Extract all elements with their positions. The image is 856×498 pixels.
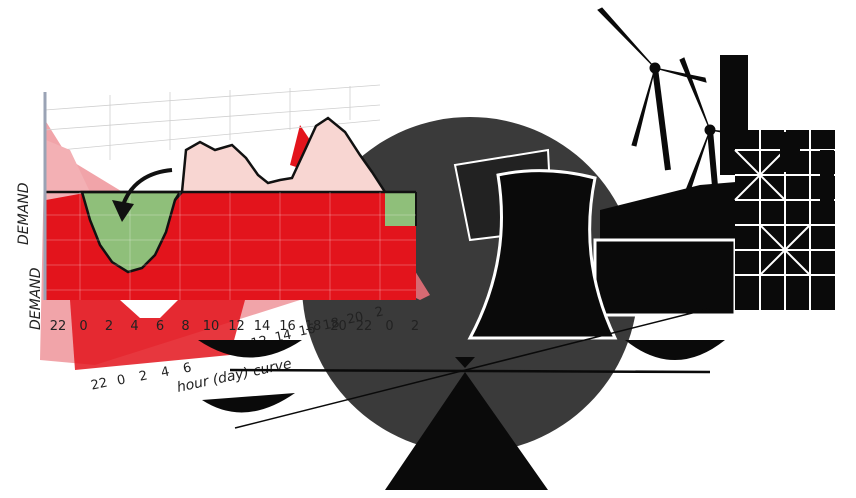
tick-label: 2 <box>411 319 419 334</box>
tick-label: 6 <box>182 360 193 376</box>
tick-label: 2 <box>374 304 385 320</box>
tick-label: 8 <box>181 319 189 334</box>
hour-axis-label: hour (day) curve <box>176 356 294 396</box>
tick-labels-front: 22 0 2 4 6 8 10 12 14 16 18 20 22 0 2 <box>50 319 419 334</box>
tick-label: 16 <box>298 322 317 340</box>
tick-label: 22 <box>356 319 373 334</box>
demand-curve <box>174 116 387 201</box>
tick-label: 14 <box>254 319 271 334</box>
valley-fill-right <box>385 192 416 226</box>
tick-label: 18 <box>322 316 341 334</box>
cooling-tower-icon <box>453 148 618 340</box>
tick-label: 10 <box>203 319 220 334</box>
tick-label: 2 <box>138 368 149 384</box>
power-plant-icon <box>593 55 835 317</box>
tick-label: 4 <box>160 364 171 380</box>
shift-arrow-icon <box>112 168 173 222</box>
main-grid <box>46 192 416 300</box>
tick-label: 22 <box>90 376 109 394</box>
tick-label: 4 <box>130 319 138 334</box>
tick-label: 0 <box>116 372 127 388</box>
tick-label: 2 <box>105 319 113 334</box>
tick-label: 20 <box>346 310 365 328</box>
peak-area <box>182 118 385 192</box>
tick-label: 0 <box>385 319 393 334</box>
balance-scale-icon <box>198 307 725 490</box>
tick-label: 12 <box>228 319 245 334</box>
tick-label: 6 <box>156 319 164 334</box>
tick-label: 0 <box>79 319 87 334</box>
tick-label: 20 <box>330 319 347 334</box>
ghost-left-sliver <box>46 140 90 200</box>
tick-label: 22 <box>50 319 67 334</box>
demand-label-lower: DEMAND <box>28 267 44 330</box>
tick-label: 16 <box>279 319 296 334</box>
chart-notch <box>120 300 178 318</box>
demand-label-upper: DEMAND <box>16 182 32 245</box>
tick-labels-back: 22 0 2 4 6 <box>90 360 193 393</box>
tick-label: 18 <box>305 319 322 334</box>
